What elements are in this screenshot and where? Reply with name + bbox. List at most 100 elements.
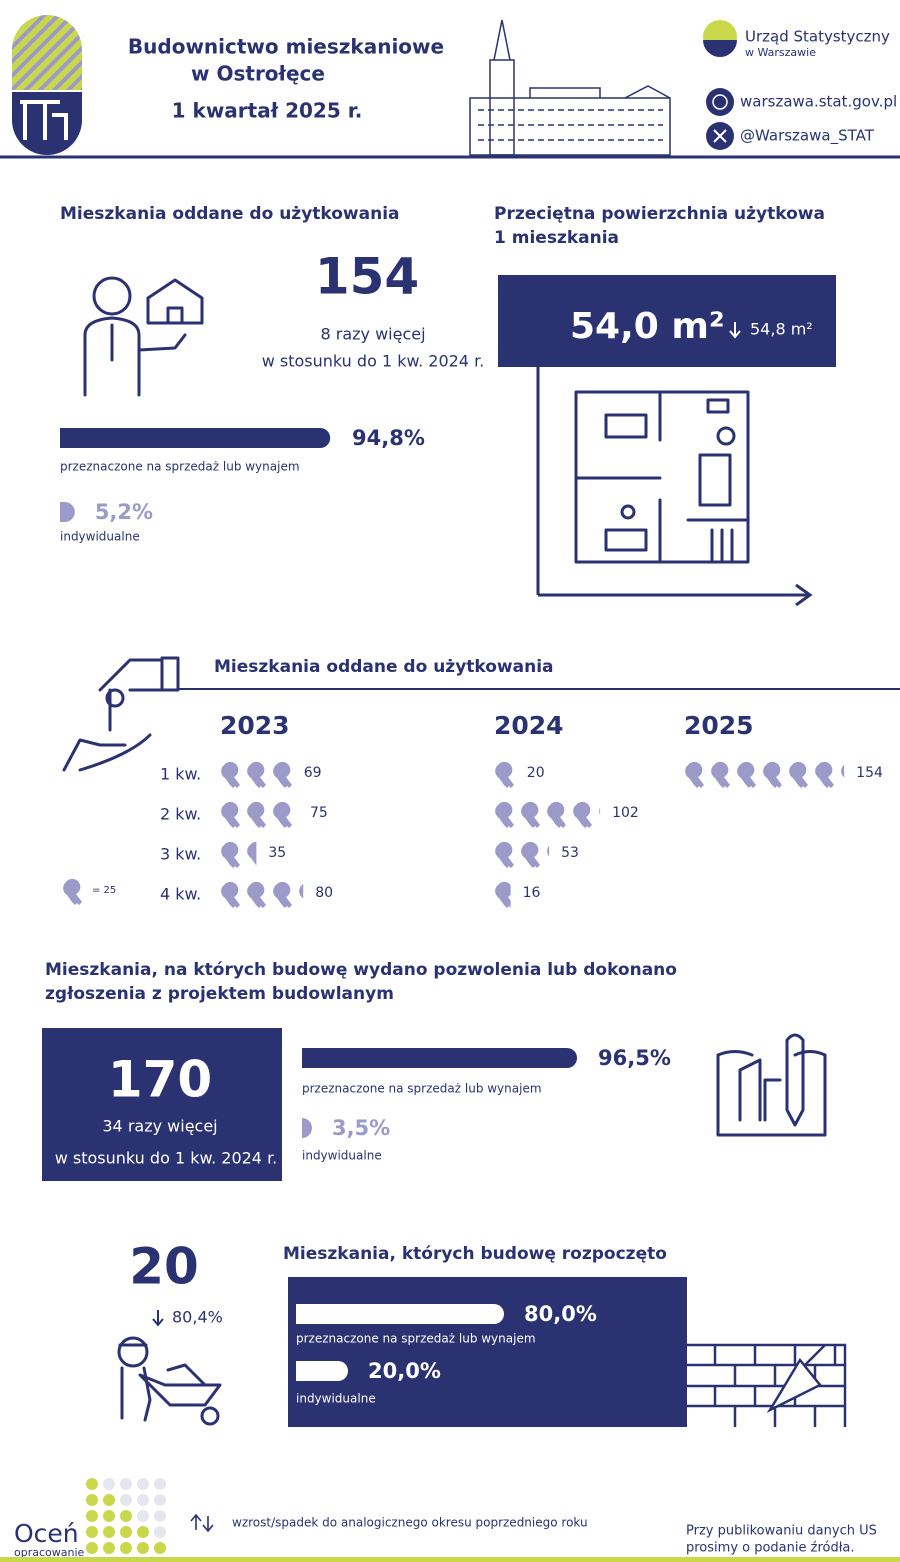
star xyxy=(137,1478,149,1490)
key-shape xyxy=(711,761,730,788)
key-shape xyxy=(247,881,266,908)
blueprint-icon xyxy=(716,1033,827,1137)
person-house-icon xyxy=(83,276,204,397)
star xyxy=(120,1526,132,1538)
star xyxy=(86,1542,98,1554)
legend: wzrost/spadek do analogicznego okresu po… xyxy=(232,1516,588,1530)
key-shape xyxy=(685,761,704,788)
note: prosimy o podanie źródła. xyxy=(686,1541,855,1556)
key-shape xyxy=(273,761,292,788)
key-shape xyxy=(247,761,266,788)
started-box xyxy=(288,1277,687,1427)
key-shape xyxy=(763,761,782,788)
key-shape xyxy=(841,764,845,778)
key-legend: = 25 xyxy=(92,885,116,896)
floor-plan-icon xyxy=(574,390,750,564)
key-count: 35 xyxy=(268,845,286,861)
year: 2024 xyxy=(494,711,564,740)
web-icon xyxy=(706,88,734,116)
key-count: 154 xyxy=(856,765,883,781)
star xyxy=(120,1494,132,1506)
star xyxy=(154,1526,166,1538)
star xyxy=(86,1510,98,1522)
star xyxy=(86,1478,98,1490)
section-title: Przeciętna powierzchnia użytkowa xyxy=(494,204,825,224)
section-title: 1 mieszkania xyxy=(494,228,619,248)
quarter-label: 4 kw. xyxy=(160,885,201,904)
footer-bar xyxy=(0,1557,900,1562)
org-name: Urząd Statystyczny xyxy=(745,28,890,46)
key-count: 102 xyxy=(612,805,639,821)
key-shape xyxy=(737,761,756,788)
section-title: zgłoszenia z projektem budowlanym xyxy=(45,984,394,1004)
building-illustration xyxy=(469,19,671,156)
star xyxy=(154,1494,166,1506)
note: Przy publikowaniu danych US xyxy=(686,1524,877,1539)
key-group xyxy=(685,761,845,788)
section-title: Mieszkania, na których budowę wydano poz… xyxy=(45,960,677,980)
star xyxy=(86,1526,98,1538)
key-hand-icon xyxy=(62,656,180,772)
key-group xyxy=(495,801,601,828)
twitter[interactable]: @Warszawa_STAT xyxy=(740,127,875,146)
rate-sub[interactable]: opracowanie xyxy=(14,1546,85,1559)
key-shape xyxy=(573,801,592,828)
quarter-label: 1 kw. xyxy=(160,765,201,784)
change: 80,4% xyxy=(172,1308,223,1327)
star xyxy=(103,1494,115,1506)
quarter-label: 2 kw. xyxy=(160,805,201,824)
star xyxy=(120,1478,132,1490)
count: 20 xyxy=(129,1238,199,1296)
share-caption: indywidualne xyxy=(296,1392,376,1406)
star xyxy=(103,1542,115,1554)
share-bar xyxy=(302,1118,312,1138)
rate-title[interactable]: Oceń xyxy=(14,1519,79,1548)
share-bar xyxy=(60,502,75,522)
key-count: 75 xyxy=(310,805,328,821)
key-shape xyxy=(547,801,566,828)
share-caption: przeznaczone na sprzedaż lub wynajem xyxy=(60,460,300,474)
key-shape xyxy=(273,801,292,828)
share-caption: przeznaczone na sprzedaż lub wynajem xyxy=(302,1082,542,1096)
count: 154 xyxy=(315,248,419,306)
key-group xyxy=(495,841,550,868)
key-shape xyxy=(221,841,240,868)
comparison: 8 razy więcej xyxy=(320,325,425,344)
key-shape xyxy=(599,807,601,815)
key-count: 53 xyxy=(561,845,579,861)
star xyxy=(120,1542,132,1554)
key-group xyxy=(495,761,514,788)
logo xyxy=(12,15,82,155)
section-title: Mieszkania, których budowę rozpoczęto xyxy=(283,1244,667,1264)
period: 1 kwartał 2025 r. xyxy=(172,99,363,123)
key-shape xyxy=(495,881,511,908)
key-shape xyxy=(521,841,540,868)
org-logo xyxy=(703,20,737,57)
star xyxy=(103,1526,115,1538)
key-count: 16 xyxy=(523,885,541,901)
star xyxy=(103,1478,115,1490)
share-caption: indywidualne xyxy=(302,1149,382,1163)
share-bar xyxy=(296,1304,504,1324)
legend-arrows xyxy=(190,1513,214,1533)
website[interactable]: warszawa.stat.gov.pl xyxy=(740,93,897,111)
star xyxy=(137,1526,149,1538)
axes-arrows xyxy=(526,315,813,607)
key-shape xyxy=(221,801,240,828)
key-legend-icon xyxy=(63,878,82,905)
comparison: w stosunku do 1 kw. 2024 r. xyxy=(262,352,485,371)
section-title: Mieszkania oddane do użytkowania xyxy=(214,657,554,677)
area-previous: 54,8 m² xyxy=(750,320,813,339)
title: Budownictwo mieszkaniowe xyxy=(128,35,444,59)
key-shape xyxy=(221,881,240,908)
star xyxy=(137,1510,149,1522)
worker-icon xyxy=(117,1336,222,1426)
permits-box xyxy=(42,1028,282,1181)
year: 2023 xyxy=(220,711,290,740)
area-value: 54,0 m² xyxy=(570,306,725,347)
rating-stars[interactable] xyxy=(86,1478,166,1554)
key-shape xyxy=(495,841,514,868)
star xyxy=(103,1510,115,1522)
star xyxy=(154,1542,166,1554)
